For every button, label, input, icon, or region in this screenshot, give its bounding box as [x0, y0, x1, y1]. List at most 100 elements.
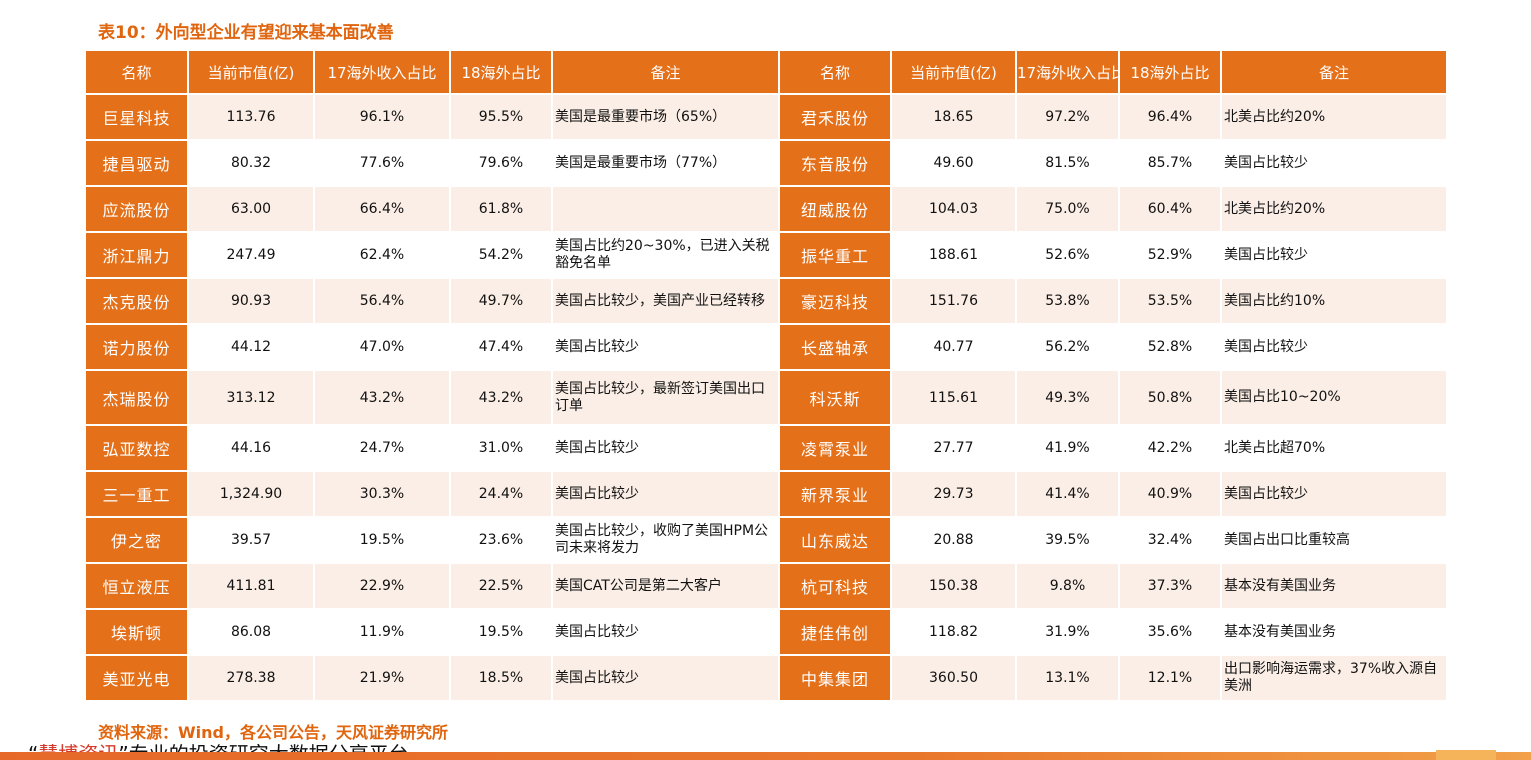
right-note-cell: 美国占出口比重较高: [1222, 518, 1446, 562]
left-overseas-share-17-cell: 62.4%: [315, 233, 449, 277]
right-note-cell: 美国占比较少: [1222, 325, 1446, 369]
left-company-name-cell: 杰克股份: [86, 279, 187, 323]
right-overseas-share-17-cell: 81.5%: [1017, 141, 1118, 185]
left-note-cell: 美国占比较少: [553, 426, 778, 470]
right-overseas-share-18-cell: 32.4%: [1120, 518, 1220, 562]
left-market-cap-cell: 1,324.90: [189, 472, 313, 516]
right-overseas-share-17-cell: 52.6%: [1017, 233, 1118, 277]
right-overseas-share-17-cell: 41.9%: [1017, 426, 1118, 470]
right-overseas-share-17-cell: 56.2%: [1017, 325, 1118, 369]
right-company-name-cell: 科沃斯: [780, 371, 890, 424]
right-note-cell: 基本没有美国业务: [1222, 564, 1446, 608]
right-market-cap-cell: 27.77: [892, 426, 1015, 470]
left-market-cap-cell: 44.16: [189, 426, 313, 470]
left-overseas-share-17-cell: 19.5%: [315, 518, 449, 562]
data-table: 名称 当前市值(亿) 17海外收入占比 18海外占比 备注 名称 当前市值(亿)…: [84, 49, 1448, 702]
table-row: 恒立液压 411.81 22.9% 22.5% 美国CAT公司是第二大客户 杭可科技 150…: [86, 564, 1446, 608]
left-overseas-share-17-cell: 77.6%: [315, 141, 449, 185]
right-note-cell: 美国占比较少: [1222, 141, 1446, 185]
left-company-name-cell: 弘亚数控: [86, 426, 187, 470]
right-company-name-cell: 长盛轴承: [780, 325, 890, 369]
right-overseas-share-17-cell: 39.5%: [1017, 518, 1118, 562]
right-note-cell: 北美占比约20%: [1222, 95, 1446, 139]
left-overseas-share-18-cell: 19.5%: [451, 610, 551, 654]
table-row: 捷昌驱动 80.32 77.6% 79.6% 美国是最重要市场（77%） 东音股份 49.6…: [86, 141, 1446, 185]
left-overseas-share-17-cell: 56.4%: [315, 279, 449, 323]
left-overseas-share-18-cell: 18.5%: [451, 656, 551, 700]
left-market-cap-cell: 86.08: [189, 610, 313, 654]
left-overseas-share-18-cell: 95.5%: [451, 95, 551, 139]
left-overseas-share-18-cell: 49.7%: [451, 279, 551, 323]
left-overseas-share-17-cell: 43.2%: [315, 371, 449, 424]
left-note-cell: 美国CAT公司是第二大客户: [553, 564, 778, 608]
left-overseas-share-17-cell: 47.0%: [315, 325, 449, 369]
left-company-name-cell: 恒立液压: [86, 564, 187, 608]
right-overseas-share-18-cell: 50.8%: [1120, 371, 1220, 424]
left-company-name-cell: 杰瑞股份: [86, 371, 187, 424]
header-name-left: 名称: [86, 51, 187, 93]
left-company-name-cell: 浙江鼎力: [86, 233, 187, 277]
left-market-cap-cell: 411.81: [189, 564, 313, 608]
right-note-cell: 美国占比较少: [1222, 472, 1446, 516]
header-overseas-18-right: 18海外占比: [1120, 51, 1220, 93]
table-body: 巨星科技 113.76 96.1% 95.5% 美国是最重要市场（65%） 君禾股份 18.…: [86, 95, 1446, 700]
right-overseas-share-18-cell: 35.6%: [1120, 610, 1220, 654]
right-overseas-share-18-cell: 40.9%: [1120, 472, 1220, 516]
right-market-cap-cell: 40.77: [892, 325, 1015, 369]
right-company-name-cell: 中集集团: [780, 656, 890, 700]
footer-quote-close: ”: [118, 742, 129, 760]
left-overseas-share-17-cell: 30.3%: [315, 472, 449, 516]
table-row: 美亚光电 278.38 21.9% 18.5% 美国占比较少 中集集团 360.50 13.1…: [86, 656, 1446, 700]
right-overseas-share-17-cell: 49.3%: [1017, 371, 1118, 424]
right-note-cell: 出口影响海运需求，37%收入源自美洲: [1222, 656, 1446, 700]
left-note-cell: 美国占比约20~30%，已进入关税豁免名单: [553, 233, 778, 277]
left-company-name-cell: 捷昌驱动: [86, 141, 187, 185]
header-note-right: 备注: [1222, 51, 1446, 93]
left-overseas-share-18-cell: 79.6%: [451, 141, 551, 185]
left-note-cell: 美国占比较少: [553, 472, 778, 516]
left-market-cap-cell: 313.12: [189, 371, 313, 424]
right-overseas-share-18-cell: 52.9%: [1120, 233, 1220, 277]
right-company-name-cell: 纽威股份: [780, 187, 890, 231]
right-market-cap-cell: 151.76: [892, 279, 1015, 323]
right-overseas-share-18-cell: 42.2%: [1120, 426, 1220, 470]
right-company-name-cell: 振华重工: [780, 233, 890, 277]
right-overseas-share-18-cell: 60.4%: [1120, 187, 1220, 231]
left-market-cap-cell: 247.49: [189, 233, 313, 277]
right-note-cell: 美国占比较少: [1222, 233, 1446, 277]
left-market-cap-cell: 44.12: [189, 325, 313, 369]
right-overseas-share-17-cell: 9.8%: [1017, 564, 1118, 608]
left-company-name-cell: 伊之密: [86, 518, 187, 562]
table-row: 杰瑞股份 313.12 43.2% 43.2% 美国占比较少，最新签订美国出口订单 科沃斯…: [86, 371, 1446, 424]
right-company-name-cell: 凌霄泵业: [780, 426, 890, 470]
header-name-right: 名称: [780, 51, 890, 93]
left-overseas-share-17-cell: 96.1%: [315, 95, 449, 139]
left-market-cap-cell: 80.32: [189, 141, 313, 185]
right-company-name-cell: 豪迈科技: [780, 279, 890, 323]
left-market-cap-cell: 278.38: [189, 656, 313, 700]
left-note-cell: 美国占比较少: [553, 610, 778, 654]
footer-bar-accent: [1436, 750, 1496, 760]
right-note-cell: 美国占比10~20%: [1222, 371, 1446, 424]
left-overseas-share-17-cell: 21.9%: [315, 656, 449, 700]
left-market-cap-cell: 63.00: [189, 187, 313, 231]
left-overseas-share-18-cell: 47.4%: [451, 325, 551, 369]
left-company-name-cell: 三一重工: [86, 472, 187, 516]
left-note-cell: 美国占比较少: [553, 656, 778, 700]
left-overseas-share-18-cell: 54.2%: [451, 233, 551, 277]
left-note-cell: 美国占比较少，收购了美国HPM公司未来将发力: [553, 518, 778, 562]
right-overseas-share-18-cell: 37.3%: [1120, 564, 1220, 608]
right-market-cap-cell: 29.73: [892, 472, 1015, 516]
left-overseas-share-17-cell: 24.7%: [315, 426, 449, 470]
right-overseas-share-18-cell: 12.1%: [1120, 656, 1220, 700]
right-note-cell: 基本没有美国业务: [1222, 610, 1446, 654]
right-market-cap-cell: 104.03: [892, 187, 1015, 231]
table-row: 埃斯顿 86.08 11.9% 19.5% 美国占比较少 捷佳伟创 118.82 31.9% 3…: [86, 610, 1446, 654]
right-note-cell: 北美占比约20%: [1222, 187, 1446, 231]
right-market-cap-cell: 49.60: [892, 141, 1015, 185]
right-note-cell: 北美占比超70%: [1222, 426, 1446, 470]
right-overseas-share-17-cell: 31.9%: [1017, 610, 1118, 654]
table-row: 巨星科技 113.76 96.1% 95.5% 美国是最重要市场（65%） 君禾股份 18.…: [86, 95, 1446, 139]
header-overseas-17-right: 17海外收入占比: [1017, 51, 1118, 93]
right-note-cell: 美国占比约10%: [1222, 279, 1446, 323]
